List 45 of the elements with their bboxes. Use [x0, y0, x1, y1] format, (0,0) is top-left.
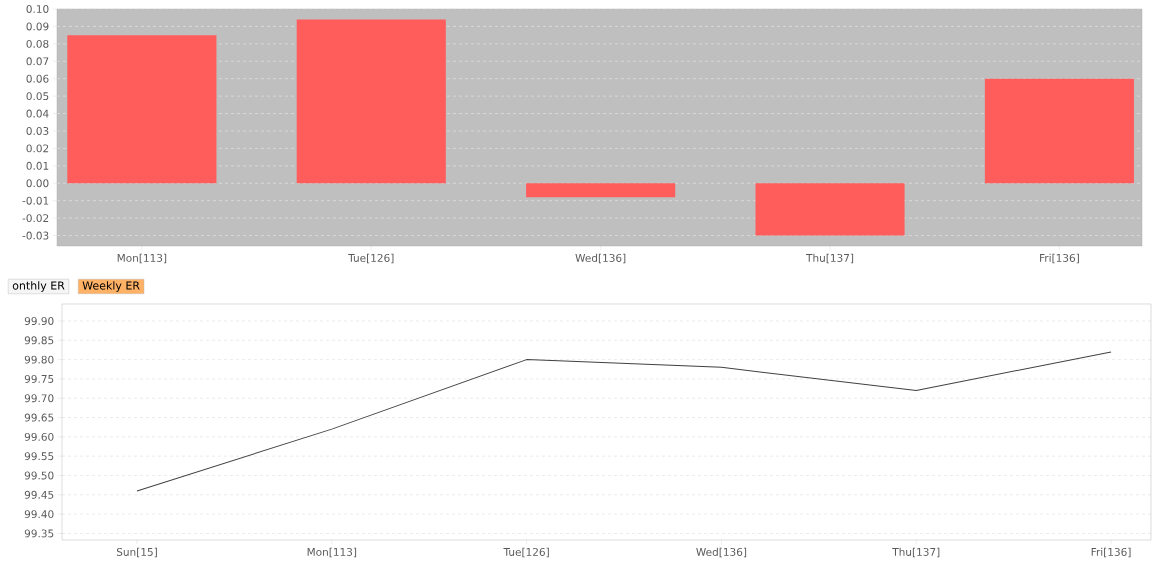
- text: onthly ER: [12, 281, 65, 292]
- x-tick-label: Tue[126]: [348, 253, 394, 264]
- y-tick-label: -0.03: [22, 231, 49, 240]
- y-tick-label: 99.70: [24, 394, 54, 403]
- y-tick-label: 0.09: [26, 22, 49, 31]
- y-tick-label: 99.85: [24, 336, 54, 345]
- x-tick-label: Fri[136]: [1040, 253, 1079, 264]
- y-tick-label: 99.45: [24, 490, 54, 499]
- y-tick-label: 0.00: [26, 179, 49, 188]
- x-tick-label: Mon[113]: [117, 253, 167, 264]
- x-tick-label: Wed[136]: [696, 547, 747, 558]
- x-tick-label: Mon[113]: [307, 547, 357, 558]
- y-tick-label: -0.02: [22, 214, 49, 223]
- y-tick-label: 0.02: [26, 144, 49, 153]
- y-tick-label: 99.90: [24, 317, 54, 325]
- y-tick-label: 99.35: [24, 529, 54, 538]
- y-tick-label: 99.60: [24, 432, 54, 441]
- x-tick-label: Wed[136]: [575, 253, 626, 264]
- y-tick-label: 0.01: [26, 161, 49, 170]
- y-tick-label: 0.03: [26, 127, 49, 135]
- y-tick-label: 99.40: [24, 510, 54, 519]
- x-tick-label: Thu[137]: [892, 547, 940, 558]
- y-tick-label: 99.75: [24, 374, 54, 383]
- y-tick-label: 99.80: [24, 355, 54, 364]
- y-tick-label: 0.10: [26, 5, 49, 13]
- bar: [67, 35, 217, 184]
- bar: [296, 19, 446, 184]
- bar: [526, 183, 676, 198]
- text: Weekly ER: [82, 281, 140, 292]
- y-tick-label: 99.65: [24, 413, 54, 422]
- x-tick-label: Fri[136]: [1091, 547, 1131, 558]
- x-tick-label: Sun[15]: [116, 547, 157, 558]
- bar: [755, 183, 905, 236]
- x-tick-label: Tue[126]: [503, 547, 549, 558]
- y-tick-label: 0.08: [26, 39, 49, 48]
- y-tick-label: 0.04: [26, 109, 49, 118]
- y-tick-label: -0.01: [22, 196, 49, 205]
- y-tick-label: 0.07: [26, 57, 49, 66]
- y-tick-label: 99.55: [24, 452, 54, 461]
- y-tick-label: 0.05: [26, 92, 49, 101]
- y-tick-label: 99.50: [24, 471, 54, 480]
- x-tick-label: Thu[137]: [806, 253, 854, 264]
- bar: [984, 78, 1134, 184]
- line-series: [136, 351, 1112, 492]
- y-tick-label: 0.06: [26, 74, 49, 83]
